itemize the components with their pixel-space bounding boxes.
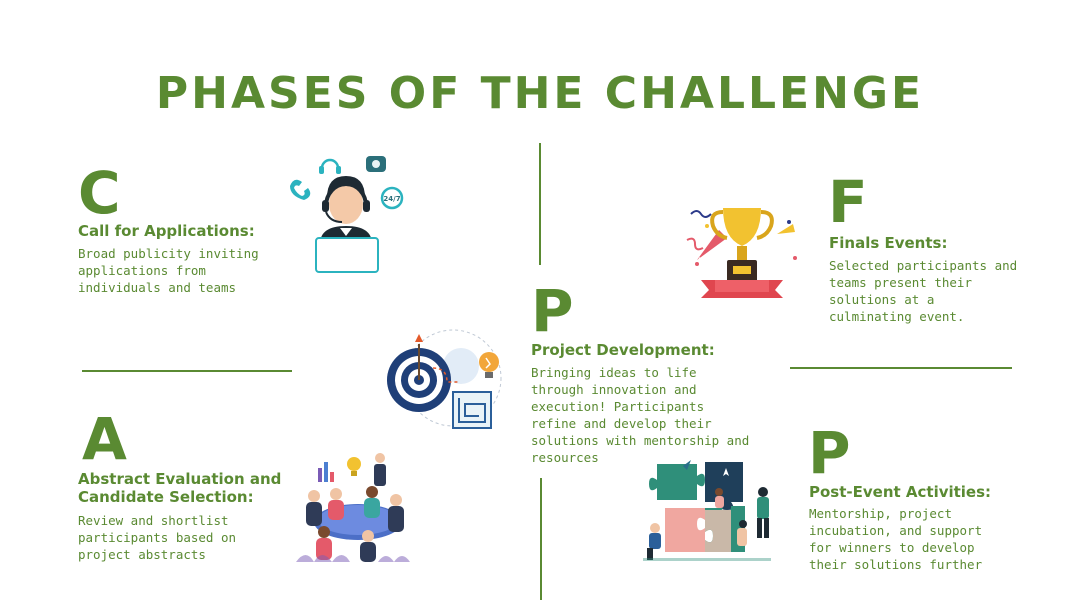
- page-title: PHASES OF THE CHALLENGE: [155, 68, 925, 119]
- phase-heading: Finals Events:: [829, 234, 948, 252]
- phase-heading: Call for Applications:: [78, 222, 255, 240]
- phase-description: Broad publicity inviting applications fr…: [78, 246, 259, 295]
- phase-letter: A: [82, 405, 127, 473]
- puzzle-teamwork-icon: [643, 460, 771, 561]
- team-meeting-icon: [296, 453, 410, 562]
- phase-heading: Post-Event Activities:: [809, 483, 992, 501]
- target-idea-maze-icon: [387, 329, 502, 429]
- divider-left-horizontal: [82, 370, 292, 372]
- divider-bottom-vertical: [540, 478, 542, 600]
- phase-letter: C: [78, 159, 121, 227]
- divider-right-horizontal: [790, 367, 1012, 369]
- trophy-icon: [686, 208, 797, 298]
- phase-letter: P: [531, 277, 574, 345]
- call-center-agent-icon: 24/7: [290, 156, 404, 273]
- phase-description: Bringing ideas to life through innovatio…: [531, 365, 750, 465]
- phase-description: Review and shortlist participants based …: [78, 513, 237, 562]
- phase-heading: Abstract Evaluation and Candidate Select…: [78, 470, 282, 506]
- divider-top-vertical: [539, 143, 541, 265]
- phase-letter: F: [828, 168, 868, 236]
- phase-description: Mentorship, project incubation, and supp…: [809, 506, 983, 572]
- phase-description: Selected participants and teams present …: [829, 258, 1018, 324]
- phase-letter: P: [808, 419, 851, 487]
- phase-heading: Project Development:: [531, 341, 715, 359]
- support-badge: 24/7: [383, 195, 400, 203]
